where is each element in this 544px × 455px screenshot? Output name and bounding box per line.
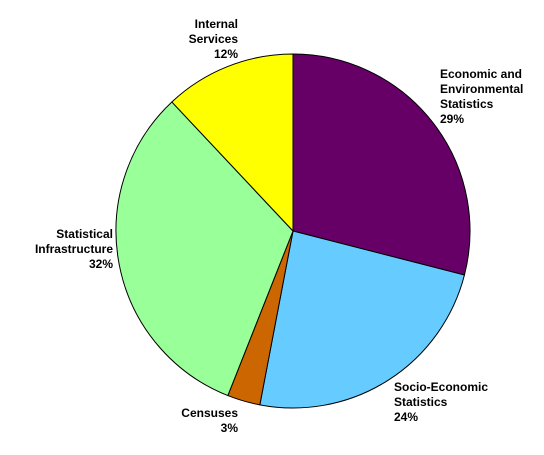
slice-label-economic-and-environmental-statistics: Economic and Environmental Statistics 29% (440, 67, 523, 126)
slice-name-line: Socio-Economic (394, 380, 488, 394)
slice-name-line: Internal (195, 17, 238, 31)
slice-percent-label: 12% (214, 47, 238, 61)
pie-slice-economic-and-environmental-statistics (292, 53, 471, 276)
slice-label-censuses: Censuses 3% (181, 406, 238, 435)
slice-percent-label: 29% (440, 112, 464, 126)
slice-name-line: Environmental (440, 82, 523, 96)
slice-name-line: Statistics (394, 395, 448, 409)
pie-slices (115, 53, 471, 409)
slice-percent-label: 3% (221, 421, 239, 435)
slice-name-line: Statistical (56, 227, 113, 241)
slice-name-line: Statistics (440, 97, 494, 111)
pie-slice-internal-services (171, 53, 294, 232)
pie-labels: Economic and Environmental Statistics 29%So… (35, 17, 523, 435)
slice-name-line: Economic and (440, 67, 522, 81)
pie-slice-socio-economic-statistics (259, 230, 465, 409)
slice-name-line: Services (189, 32, 239, 46)
slice-label-statistical-infrastructure: Statistical Infrastructure 32% (35, 227, 113, 271)
slice-label-socio-economic-statistics: Socio-Economic Statistics 24% (394, 380, 488, 424)
slice-label-internal-services: Internal Services 12% (189, 17, 239, 61)
slice-percent-label: 24% (394, 410, 418, 424)
slice-name-line: Infrastructure (35, 242, 113, 256)
pie-slice-statistical-infrastructure (115, 101, 294, 397)
slice-percent-label: 32% (89, 257, 113, 271)
slice-name-line: Censuses (181, 406, 238, 420)
